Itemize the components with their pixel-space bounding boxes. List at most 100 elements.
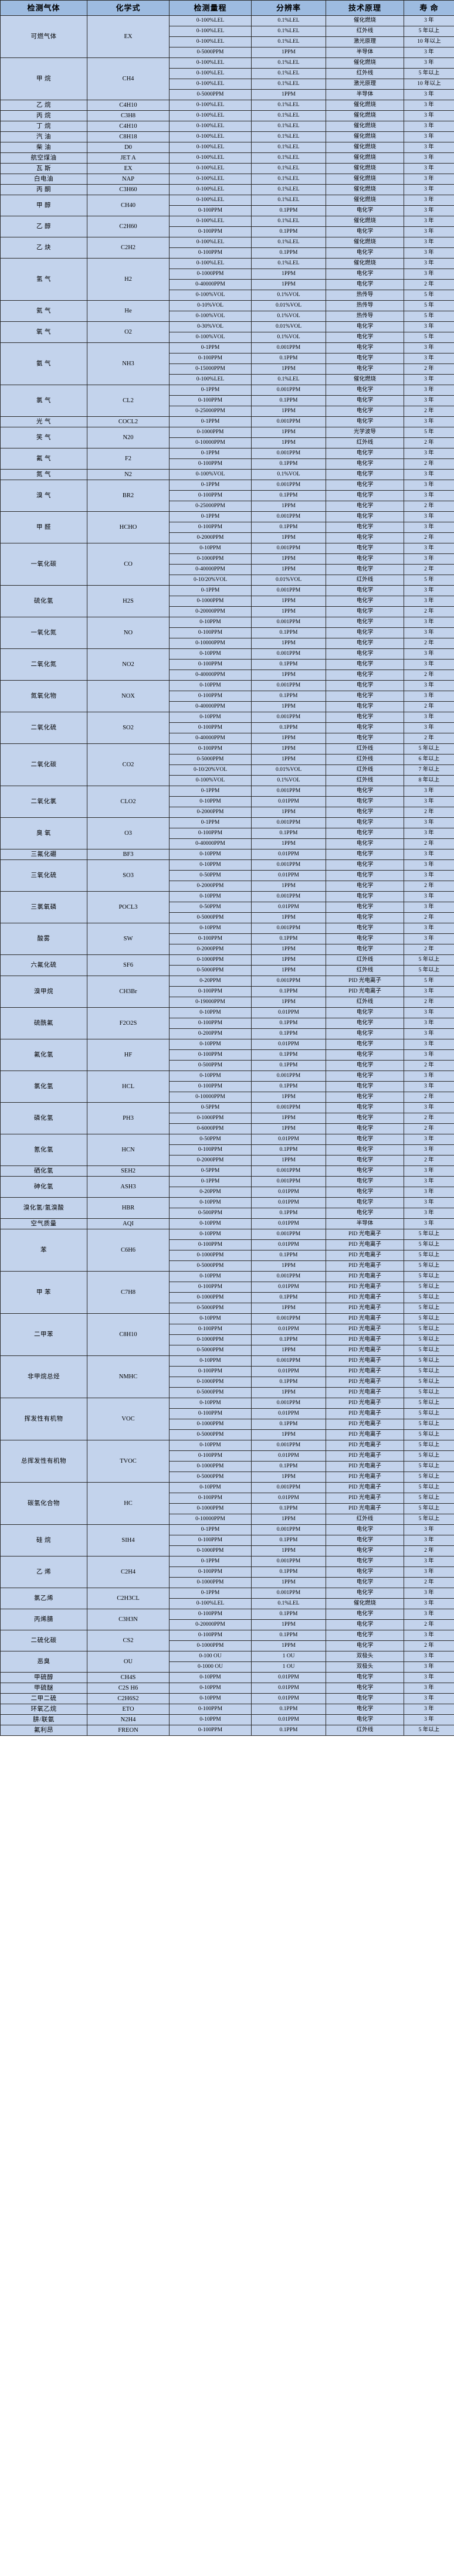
gas-name-cell: 三氧化硫 (0, 859, 87, 892)
resolution-cell: 0.001PPM (251, 786, 326, 797)
chemical-formula-cell: C2H3CL (87, 1588, 170, 1609)
table-row: 三氯氧磷 POCL3 0-10PPM 0.001PPM 电化学 3 年 (0, 891, 454, 923)
lifetime-cell: 3 年 (404, 933, 454, 944)
technology-cell: 电化学 (326, 564, 404, 575)
technology-cell: 催化燃烧 (326, 152, 404, 164)
gas-name-cell: 白电油 (0, 174, 87, 185)
technology-cell: 电化学 (326, 1609, 404, 1620)
table-row: 0-1000PPM 1PPM 电化学 3 年 (1, 553, 454, 565)
lifetime-cell: 3 年 (404, 247, 454, 259)
resolution-cell: 0.1%LEL (251, 121, 326, 132)
lifetime-cell: 3 年 (404, 237, 454, 248)
resolution-cell: 1PPM (251, 670, 326, 681)
table-row: 氦 气 He 0-10%VOL 0.01%VOL 热传导 5 年 (0, 300, 454, 322)
chemical-formula-cell: HCN (87, 1134, 170, 1166)
resolution-cell: 0.001PPM (251, 1313, 326, 1324)
technology-cell: 电化学 (326, 205, 404, 216)
lifetime-cell: 3 年 (404, 1187, 454, 1198)
chemical-formula-cell: AQI (87, 1218, 170, 1229)
technology-cell: PID 光电离子 (326, 1250, 404, 1261)
technology-cell: 电化学 (326, 1640, 404, 1651)
table-row: 0-100%LEL 0.1%LEL 催化燃烧 3 年 (1, 1598, 454, 1609)
lifetime-cell: 3 年 (404, 648, 454, 660)
technology-cell: 电化学 (326, 1028, 404, 1039)
table-row: 臭 氧 O3 0-1PPM 0.001PPM 电化学 3 年 (0, 817, 454, 849)
lifetime-cell: 2 年 (404, 733, 454, 744)
lifetime-cell: 5 年 (404, 332, 454, 343)
table-row: 氯 气 CL2 0-1PPM 0.001PPM 电化学 3 年 (0, 385, 454, 417)
technology-cell: 电化学 (326, 1123, 404, 1134)
table-row: 光 气 COCL2 0-1PPM 0.001PPM 电化学 3 年 (0, 416, 454, 427)
chemical-formula-cell: SW (87, 923, 170, 955)
detection-range-cell: 0-100%LEL (169, 237, 252, 248)
table-row: 甲硫醚 C2S H6 0-10PPM 0.01PPM 电化学 3 年 (0, 1683, 454, 1694)
resolution-cell: 0.001PPM (251, 976, 326, 987)
lifetime-cell: 5 年以上 (404, 1324, 454, 1335)
chemical-formula-cell: C2H4 (87, 1556, 170, 1588)
detection-range-cell: 0-10PPM (169, 796, 252, 807)
resolution-cell: 0.001PPM (251, 1524, 326, 1535)
table-row: 氮 气 N2 0-100%VOL 0.1%VOL 电化学 3 年 (0, 469, 454, 480)
detection-range-cell: 0-1000PPM (169, 1640, 252, 1651)
technology-cell: 催化燃烧 (326, 57, 404, 69)
table-row: 乙 炔 C2H2 0-100%LEL 0.1%LEL 催化燃烧 3 年 (0, 237, 454, 259)
resolution-cell: 1PPM (251, 1640, 326, 1651)
detection-range-cell: 0-100%LEL (169, 26, 252, 37)
table-row: 0-5000PPM 1PPM 电化学 2 年 (1, 912, 454, 923)
resolution-cell: 0.1%LEL (251, 26, 326, 37)
detection-range-cell: 0-100PPM (169, 627, 252, 638)
technology-cell: 电化学 (326, 532, 404, 543)
table-row: 0-500PPM 0.1PPM 电化学 3 年 (1, 1208, 454, 1219)
technology-cell: 电化学 (326, 817, 404, 828)
technology-cell: PID 光电离子 (326, 1503, 404, 1514)
resolution-cell: 0.1%VOL (251, 311, 326, 322)
lifetime-cell: 3 年 (404, 1693, 454, 1704)
chemical-formula-cell: SO2 (87, 712, 170, 744)
resolution-cell: 1PPM (251, 944, 326, 955)
resolution-cell: 1PPM (251, 1123, 326, 1134)
detection-range-cell: 0-100PPM (169, 395, 252, 406)
technology-cell: 双极头 (326, 1661, 404, 1673)
table-row: 二甲二硫 C2H6S2 0-10PPM 0.01PPM 电化学 3 年 (0, 1693, 454, 1704)
detection-range-cell: 0-5000PPM (169, 1260, 252, 1272)
lifetime-cell: 3 年 (404, 1218, 454, 1229)
gas-name-cell: 三氯氧磷 (0, 891, 87, 923)
table-row: 笑 气 N20 0-1000PPM 1PPM 光学波导 5 年 (0, 427, 454, 448)
chemical-formula-cell: NMHC (87, 1355, 170, 1398)
technology-cell: 电化学 (326, 490, 404, 501)
technology-cell: 电化学 (326, 933, 404, 944)
detection-range-cell: 0-1000PPM (169, 1461, 252, 1472)
chemical-formula-cell: NOX (87, 680, 170, 712)
table-row: 0-5000PPM 1PPM PID 光电离子 5 年以上 (1, 1387, 454, 1398)
resolution-cell: 1PPM (251, 743, 326, 755)
table-row: 0-1000 OU 1 OU 双极头 3 年 (1, 1661, 454, 1673)
resolution-cell: 0.01%VOL (251, 575, 326, 586)
lifetime-cell: 3 年 (404, 353, 454, 364)
table-row: 0-2000PPM 1PPM 电化学 2 年 (1, 881, 454, 892)
technology-cell: PID 光电离子 (326, 1377, 404, 1388)
lifetime-cell: 3 年 (404, 585, 454, 596)
gas-name-cell: 二甲二硫 (0, 1693, 87, 1704)
lifetime-cell: 3 年 (404, 1049, 454, 1061)
lifetime-cell: 5 年以上 (404, 1355, 454, 1367)
resolution-cell: 0.01PPM (251, 1187, 326, 1198)
gas-name-cell: 氮氧化物 (0, 680, 87, 712)
gas-name-cell: 溴甲烷 (0, 976, 87, 1008)
chemical-formula-cell: D0 (87, 142, 170, 153)
resolution-cell: 0.001PPM (251, 1271, 326, 1282)
detection-range-cell: 0-100PPM (169, 1239, 252, 1250)
detection-range-cell: 0-100%LEL (169, 216, 252, 227)
lifetime-cell: 5 年以上 (404, 1345, 454, 1356)
table-row: 0-100%LEL 0.1%LEL 红外线 5 年以上 (1, 68, 454, 79)
gas-name-cell: 氯化氢 (0, 1070, 87, 1103)
detection-range-cell: 0-1PPM (169, 585, 252, 596)
detection-range-cell: 0-100%LEL (169, 131, 252, 142)
chemical-formula-cell: HBR (87, 1197, 170, 1219)
lifetime-cell: 3 年 (404, 469, 454, 480)
resolution-cell: 0.1PPM (251, 1028, 326, 1039)
gas-name-cell: 总挥发性有机物 (0, 1440, 87, 1483)
gas-name-cell: 汽 油 (0, 131, 87, 142)
resolution-cell: 0.01PPM (251, 902, 326, 913)
resolution-cell: 0.1PPM (251, 659, 326, 670)
technology-cell: 电化学 (326, 680, 404, 691)
